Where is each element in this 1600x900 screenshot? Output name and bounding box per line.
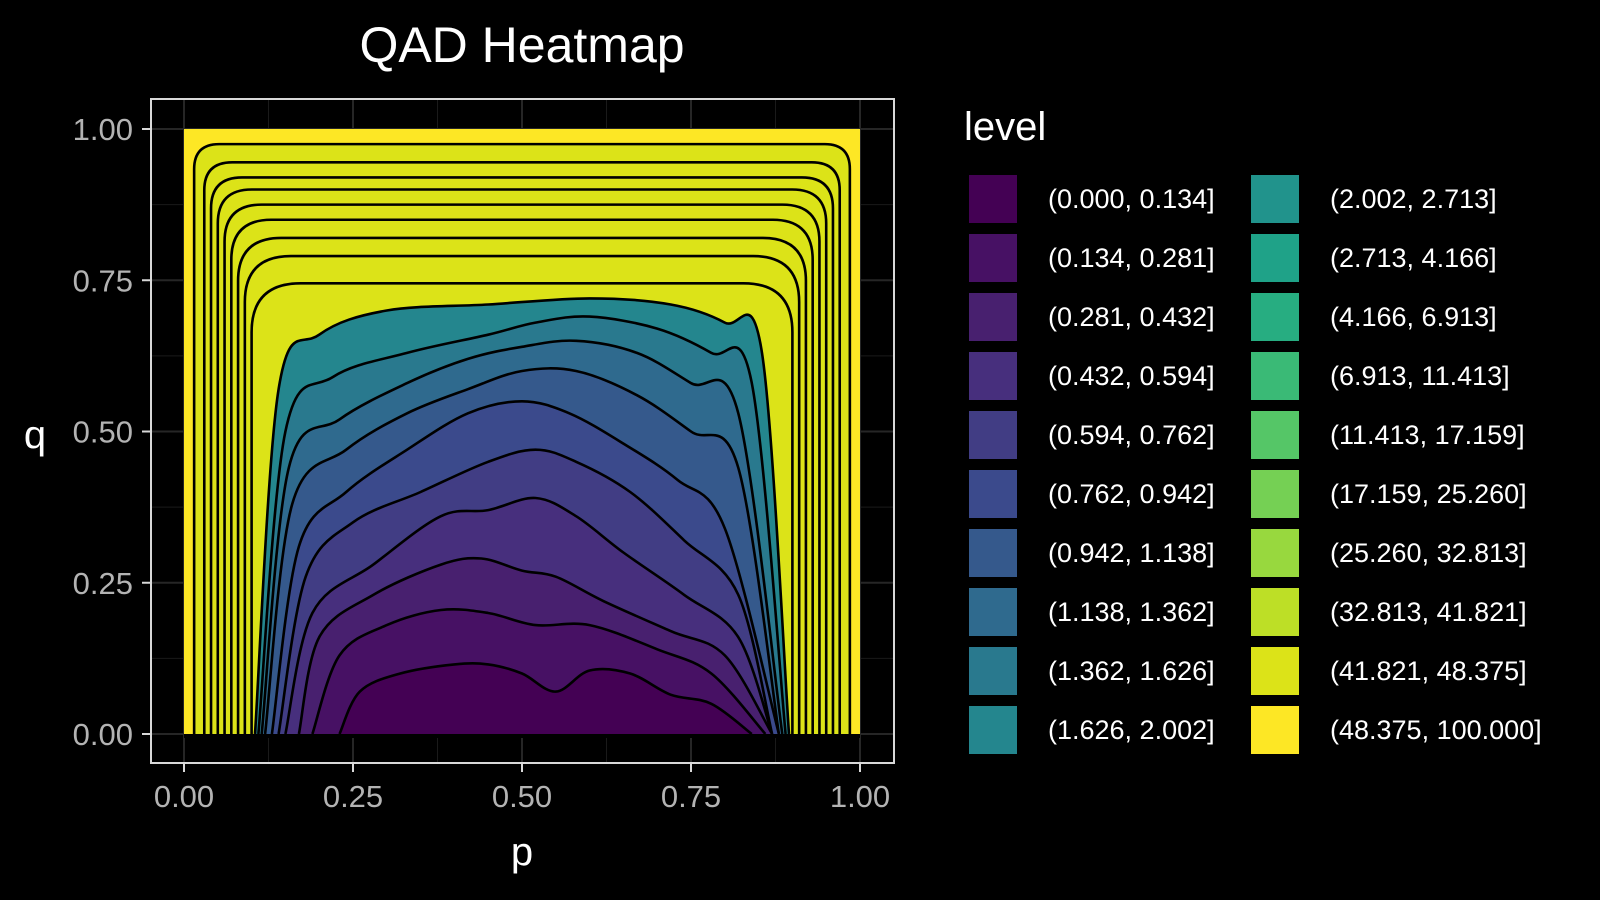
legend-key	[969, 411, 1017, 459]
x-tick-label: 0.00	[154, 779, 214, 814]
y-axis-label: q	[24, 413, 46, 457]
legend-key	[969, 234, 1017, 282]
legend-key	[1251, 588, 1299, 636]
contour-line	[270, 400, 781, 735]
legend-label: (0.134, 0.281]	[1048, 243, 1215, 273]
contour-line	[311, 607, 767, 735]
legend-key	[969, 706, 1017, 754]
contour-plot	[184, 129, 860, 738]
legend-key	[969, 293, 1017, 341]
legend-label: (2.002, 2.713]	[1330, 184, 1497, 214]
legend-label: (0.432, 0.594]	[1048, 361, 1215, 391]
y-tick-label: 1.00	[73, 112, 133, 147]
contour-line	[230, 218, 814, 734]
legend-label: (1.362, 1.626]	[1048, 656, 1215, 686]
legend-label: (41.821, 48.375]	[1330, 656, 1527, 686]
y-tick-label: 0.00	[73, 717, 133, 752]
legend-label: (0.000, 0.134]	[1048, 184, 1215, 214]
y-tick-label: 0.25	[73, 566, 133, 601]
contour-line	[253, 297, 791, 735]
contour-line	[192, 142, 852, 734]
legend-key	[1251, 411, 1299, 459]
legend-key	[1251, 352, 1299, 400]
legend-key	[1251, 293, 1299, 341]
legend-key	[969, 470, 1017, 518]
legend-key	[969, 529, 1017, 577]
legend-key	[1251, 529, 1299, 577]
legend: level (0.000, 0.134] (0.134, 0.281] (0.281…	[964, 105, 1542, 754]
chart-title: QAD Heatmap	[359, 17, 684, 73]
legend-label: (0.942, 1.138]	[1048, 538, 1215, 568]
x-tick-label: 0.25	[323, 779, 383, 814]
legend-title: level	[964, 105, 1046, 149]
contour-line	[223, 203, 821, 734]
legend-key	[969, 588, 1017, 636]
legend-label: (25.260, 32.813]	[1330, 538, 1527, 568]
legend-label: (6.913, 11.413]	[1330, 361, 1510, 391]
legend-label: (11.413, 17.159]	[1330, 420, 1525, 450]
x-tick-label: 0.50	[492, 779, 552, 814]
legend-label: (2.713, 4.166]	[1330, 243, 1497, 273]
contour-line	[236, 236, 808, 734]
contour-line	[202, 160, 842, 734]
x-tick-label: 0.75	[661, 779, 721, 814]
legend-label: (17.159, 25.260]	[1330, 479, 1527, 509]
contour-base-edge	[184, 734, 860, 738]
legend-key	[969, 647, 1017, 695]
contour-line	[250, 281, 794, 734]
contour-line	[297, 556, 774, 735]
contour-line	[257, 315, 787, 735]
contour-line	[263, 367, 781, 735]
contour-line	[209, 176, 835, 734]
legend-label: (0.281, 0.432]	[1048, 302, 1215, 332]
legend-label: (1.138, 1.362]	[1048, 597, 1215, 627]
contour-line	[260, 339, 784, 735]
legend-label: (0.594, 0.762]	[1048, 420, 1215, 450]
legend-label: (48.375, 100.000]	[1330, 715, 1542, 745]
contour-line	[338, 661, 753, 736]
legend-label: (4.166, 6.913]	[1330, 302, 1497, 332]
legend-key	[1251, 234, 1299, 282]
legend-key	[969, 175, 1017, 223]
plot-panel	[150, 98, 895, 764]
contour-line	[284, 496, 774, 735]
legend-key	[969, 352, 1017, 400]
legend-key	[1251, 470, 1299, 518]
y-tick-label: 0.75	[73, 263, 133, 298]
legend-label: (1.626, 2.002]	[1048, 715, 1215, 745]
y-tick-label: 0.50	[73, 415, 133, 450]
legend-key	[1251, 175, 1299, 223]
x-axis-label: p	[511, 830, 533, 874]
legend-key	[1251, 647, 1299, 695]
contour-line	[277, 448, 774, 735]
legend-label: (32.813, 41.821]	[1330, 597, 1527, 627]
axes: 0.00 0.25 0.50 0.75 1.00 0.00 0.25 0.50 0.75 1.00	[73, 112, 891, 814]
contour-line	[216, 188, 828, 734]
contour-fill-band	[339, 663, 752, 734]
x-tick-label: 1.00	[830, 779, 890, 814]
legend-key	[1251, 706, 1299, 754]
legend-label: (0.762, 0.942]	[1048, 479, 1215, 509]
contour-line	[243, 254, 801, 734]
